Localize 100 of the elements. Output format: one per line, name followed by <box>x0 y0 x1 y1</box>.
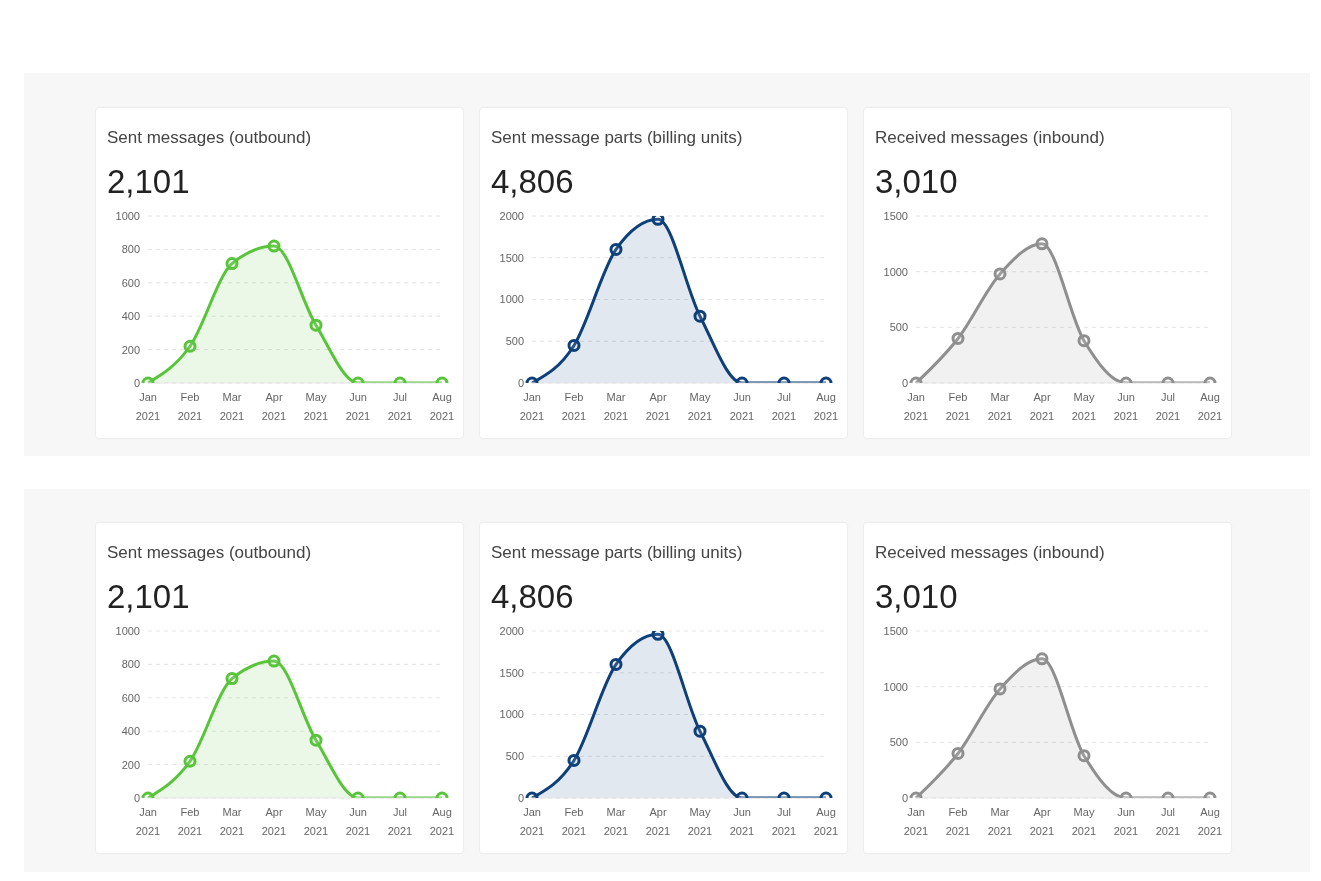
x-tick-label: Feb 2021 <box>561 391 587 422</box>
point <box>651 216 665 226</box>
x-tick-label: Apr 2021 <box>645 806 671 837</box>
chart-subtitle: 4,806 <box>491 163 574 201</box>
x-tick-label: May 2021 <box>687 391 713 422</box>
point <box>651 631 665 641</box>
x-tick-label: Aug 2021 <box>429 806 455 837</box>
y-tick-label: 1000 <box>499 708 524 721</box>
x-tick-label: Jan 2021 <box>135 806 161 837</box>
point <box>693 309 707 323</box>
y-tick-label: 1000 <box>883 680 908 693</box>
x-tick-label: May 2021 <box>1071 391 1097 422</box>
x-tick-label: Jan 2021 <box>519 806 545 837</box>
point <box>1035 652 1049 666</box>
x-tick-label: Jul 2021 <box>387 391 413 422</box>
x-tick-label: Jul 2021 <box>387 806 413 837</box>
point <box>183 339 197 353</box>
y-tick-label: 800 <box>121 243 140 256</box>
point <box>267 654 281 668</box>
x-tick-label: Jun 2021 <box>1113 391 1139 422</box>
y-tick-label: 1000 <box>115 624 140 637</box>
point <box>951 746 965 760</box>
chart-subtitle: 3,010 <box>875 163 958 201</box>
x-tick-label: Aug 2021 <box>1197 391 1223 422</box>
y-tick-label: 0 <box>133 791 140 804</box>
point <box>567 338 581 352</box>
y-tick-label: 0 <box>133 376 140 389</box>
point <box>951 331 965 345</box>
y-tick-label: 200 <box>121 343 140 356</box>
point <box>183 754 197 768</box>
y-tick-label: 500 <box>889 736 908 749</box>
x-tick-label: Jul 2021 <box>1155 391 1181 422</box>
y-tick-label: 0 <box>517 791 524 804</box>
y-tick-label: 400 <box>121 310 140 323</box>
chart-subtitle: 2,101 <box>107 578 190 616</box>
x-tick-label: Aug 2021 <box>429 391 455 422</box>
x-tick-label: Jan 2021 <box>519 391 545 422</box>
y-tick-label: 1000 <box>883 265 908 278</box>
x-tick-label: Mar 2021 <box>603 391 629 422</box>
x-tick-label: Jun 2021 <box>1113 806 1139 837</box>
y-tick-label: 0 <box>901 791 908 804</box>
x-tick-label: Apr 2021 <box>261 806 287 837</box>
y-tick-label: 0 <box>901 376 908 389</box>
y-tick-label: 2000 <box>499 209 524 222</box>
x-tick-label: Jan 2021 <box>903 806 929 837</box>
x-tick-label: May 2021 <box>303 806 329 837</box>
y-tick-label: 1000 <box>499 293 524 306</box>
point <box>225 672 239 686</box>
x-tick-label: Aug 2021 <box>813 391 839 422</box>
point <box>267 239 281 253</box>
point <box>993 682 1007 696</box>
chart-title: Sent messages (outbound) <box>107 543 312 563</box>
x-tick-label: Jul 2021 <box>1155 806 1181 837</box>
x-tick-label: Jan 2021 <box>903 391 929 422</box>
x-tick-label: Feb 2021 <box>945 391 971 422</box>
chart-subtitle: 3,010 <box>875 578 958 616</box>
chart-title: Received messages (inbound) <box>875 128 1105 148</box>
x-tick-label: Apr 2021 <box>1029 806 1055 837</box>
x-tick-label: Feb 2021 <box>945 806 971 837</box>
x-tick-label: Apr 2021 <box>261 391 287 422</box>
y-tick-label: 1000 <box>115 209 140 222</box>
y-tick-label: 500 <box>505 335 524 348</box>
point <box>309 733 323 747</box>
chart-title: Sent message parts (billing units) <box>491 128 743 148</box>
x-tick-label: Jun 2021 <box>345 806 371 837</box>
x-tick-label: Mar 2021 <box>987 806 1013 837</box>
chart-subtitle: 4,806 <box>491 578 574 616</box>
chart-title: Received messages (inbound) <box>875 543 1105 563</box>
point <box>309 318 323 332</box>
y-tick-label: 800 <box>121 658 140 671</box>
point <box>567 753 581 767</box>
x-tick-label: Feb 2021 <box>561 806 587 837</box>
y-tick-label: 1500 <box>883 624 908 637</box>
chart-subtitle: 2,101 <box>107 163 190 201</box>
y-tick-label: 1500 <box>499 666 524 679</box>
point <box>609 657 623 671</box>
x-tick-label: Aug 2021 <box>813 806 839 837</box>
y-tick-label: 0 <box>517 376 524 389</box>
point <box>1035 237 1049 251</box>
x-tick-label: Jan 2021 <box>135 391 161 422</box>
y-tick-label: 600 <box>121 276 140 289</box>
point <box>609 242 623 256</box>
y-tick-label: 500 <box>889 321 908 334</box>
x-tick-label: Aug 2021 <box>1197 806 1223 837</box>
x-tick-label: Apr 2021 <box>1029 391 1055 422</box>
x-tick-label: Jun 2021 <box>729 806 755 837</box>
x-tick-label: Jun 2021 <box>729 391 755 422</box>
x-tick-label: Mar 2021 <box>219 391 245 422</box>
y-tick-label: 500 <box>505 750 524 763</box>
y-tick-label: 2000 <box>499 624 524 637</box>
x-tick-label: May 2021 <box>303 391 329 422</box>
x-tick-label: May 2021 <box>1071 806 1097 837</box>
chart-title: Sent messages (outbound) <box>107 128 312 148</box>
y-tick-label: 1500 <box>883 209 908 222</box>
y-tick-label: 1500 <box>499 251 524 264</box>
chart-title: Sent message parts (billing units) <box>491 543 743 563</box>
x-tick-label: Jul 2021 <box>771 806 797 837</box>
x-tick-label: Jul 2021 <box>771 391 797 422</box>
y-tick-label: 600 <box>121 691 140 704</box>
x-tick-label: Mar 2021 <box>603 806 629 837</box>
